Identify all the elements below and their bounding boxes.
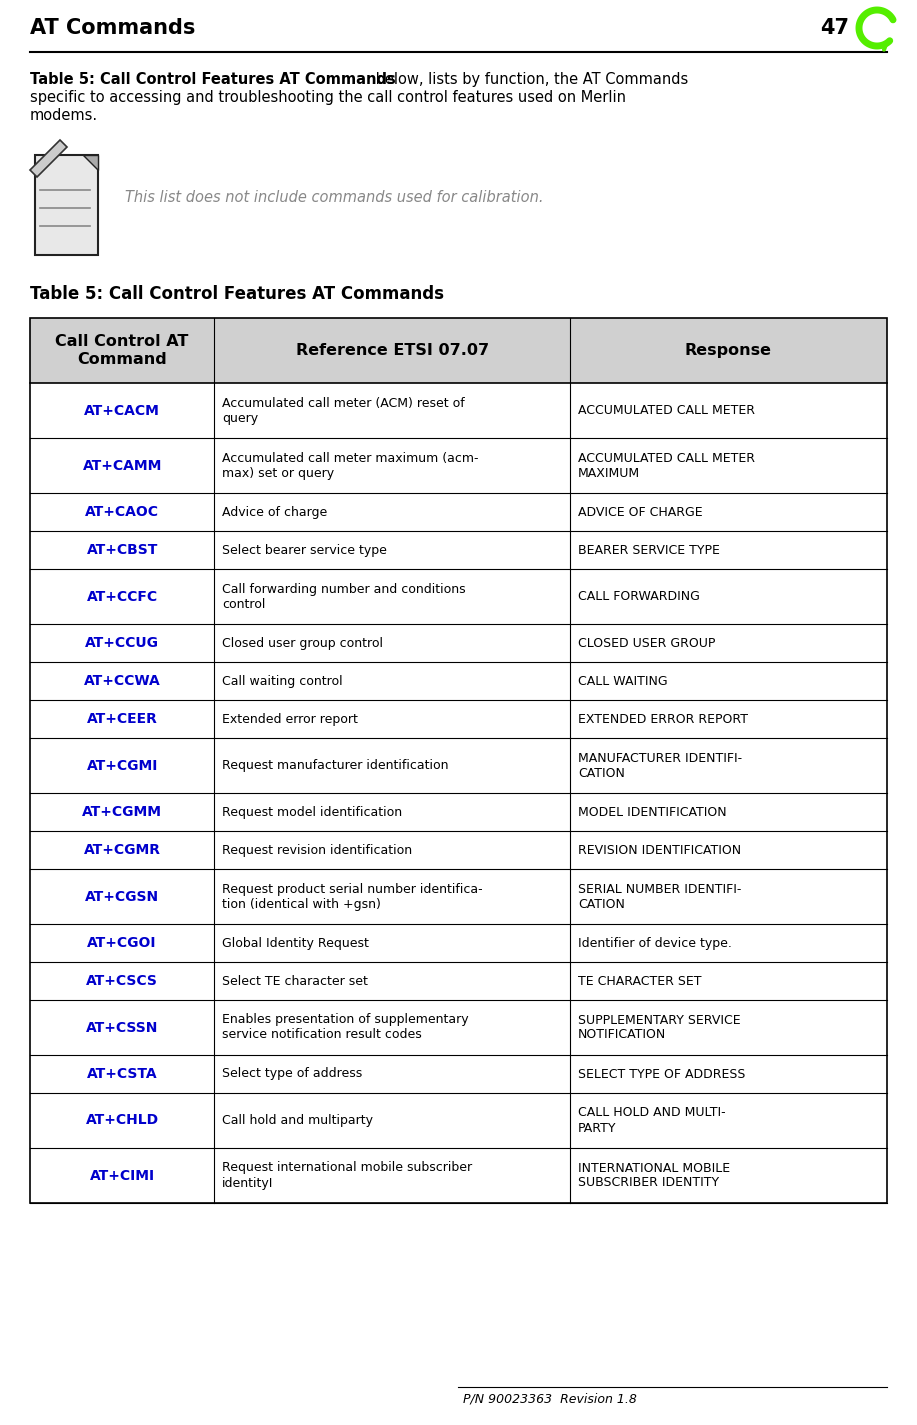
Text: AT+CHLD: AT+CHLD [85, 1113, 159, 1127]
Bar [30, 569, 887, 624]
Bar [30, 383, 887, 437]
Text: Select TE character set: Select TE character set [222, 975, 368, 988]
Text: Closed user group control: Closed user group control [222, 637, 383, 650]
Text: MODEL IDENTIFICATION: MODEL IDENTIFICATION [578, 805, 726, 818]
Polygon shape [83, 155, 98, 170]
Bar [30, 437, 887, 493]
Text: modems.: modems. [30, 108, 98, 123]
Text: Request product serial number identifica-
tion (identical with +gsn): Request product serial number identifica… [222, 882, 483, 911]
Text: Advice of charge: Advice of charge [222, 506, 327, 519]
Text: AT+CCUG: AT+CCUG [85, 636, 160, 650]
Text: Response: Response [685, 343, 772, 358]
Bar [30, 624, 887, 663]
Text: AT+CEER: AT+CEER [87, 712, 158, 725]
Text: Call forwarding number and conditions
control: Call forwarding number and conditions co… [222, 583, 466, 610]
Text: Global Identity Request: Global Identity Request [222, 936, 370, 949]
Text: Call Control AT
Command: Call Control AT Command [55, 335, 189, 366]
Text: CALL WAITING: CALL WAITING [578, 674, 668, 687]
Text: Request international mobile subscriber
identityI: Request international mobile subscriber … [222, 1161, 472, 1190]
Bar [30, 923, 887, 962]
Text: AT+CACM: AT+CACM [84, 403, 160, 418]
Text: CALL HOLD AND MULTI-
PARTY: CALL HOLD AND MULTI- PARTY [578, 1106, 725, 1134]
Text: REVISION IDENTIFICATION: REVISION IDENTIFICATION [578, 844, 741, 856]
Text: AT+CBST: AT+CBST [86, 543, 158, 557]
Text: Enables presentation of supplementary
service notification result codes: Enables presentation of supplementary se… [222, 1013, 469, 1042]
Bar [30, 318, 887, 1203]
Text: 47: 47 [820, 19, 849, 38]
Bar [30, 869, 887, 923]
Text: Request model identification: Request model identification [222, 805, 403, 818]
Text: This list does not include commands used for calibration.: This list does not include commands used… [125, 190, 544, 205]
Text: Accumulated call meter maximum (acm-
max) set or query: Accumulated call meter maximum (acm- max… [222, 452, 479, 479]
Bar [30, 532, 887, 569]
Text: SUPPLEMENTARY SERVICE
NOTIFICATION: SUPPLEMENTARY SERVICE NOTIFICATION [578, 1013, 741, 1042]
Text: below, lists by function, the AT Commands: below, lists by function, the AT Command… [371, 73, 689, 87]
Text: AT+CSTA: AT+CSTA [87, 1067, 158, 1082]
Text: Call waiting control: Call waiting control [222, 674, 343, 687]
Text: Request revision identification: Request revision identification [222, 844, 413, 856]
Text: AT+CAMM: AT+CAMM [83, 459, 161, 473]
Text: SELECT TYPE OF ADDRESS: SELECT TYPE OF ADDRESS [578, 1067, 746, 1080]
Text: AT+CAOC: AT+CAOC [85, 504, 160, 519]
Bar [30, 1093, 887, 1149]
Text: AT+CGMM: AT+CGMM [83, 805, 162, 819]
Text: Reference ETSI 07.07: Reference ETSI 07.07 [295, 343, 489, 358]
Text: AT+CGMI: AT+CGMI [86, 758, 158, 772]
Text: Request manufacturer identification: Request manufacturer identification [222, 760, 448, 772]
Bar [30, 1149, 887, 1203]
Text: AT Commands: AT Commands [30, 19, 195, 38]
Bar [30, 831, 887, 869]
Text: TE CHARACTER SET: TE CHARACTER SET [578, 975, 702, 988]
Text: AT+CIMI: AT+CIMI [90, 1168, 155, 1183]
Text: AT+CGSN: AT+CGSN [85, 889, 160, 903]
Text: P/N 90023363  Revision 1.8: P/N 90023363 Revision 1.8 [463, 1394, 637, 1406]
Text: Accumulated call meter (ACM) reset of
query: Accumulated call meter (ACM) reset of qu… [222, 396, 465, 425]
Text: AT+CCFC: AT+CCFC [86, 590, 158, 604]
Text: ACCUMULATED CALL METER: ACCUMULATED CALL METER [578, 405, 755, 418]
Polygon shape [30, 140, 67, 177]
Text: AT+CSSN: AT+CSSN [86, 1020, 159, 1035]
Text: Table 5: Call Control Features AT Commands: Table 5: Call Control Features AT Comman… [30, 285, 444, 304]
Bar [30, 792, 887, 831]
Text: ADVICE OF CHARGE: ADVICE OF CHARGE [578, 506, 702, 519]
Text: AT+CGOI: AT+CGOI [87, 936, 157, 950]
Text: AT+CSCS: AT+CSCS [86, 975, 158, 988]
Bar [30, 318, 887, 383]
Text: MANUFACTURER IDENTIFI-
CATION: MANUFACTURER IDENTIFI- CATION [578, 751, 742, 779]
FancyBboxPatch shape [35, 155, 98, 255]
Text: Select bearer service type: Select bearer service type [222, 543, 387, 557]
Text: ACCUMULATED CALL METER
MAXIMUM: ACCUMULATED CALL METER MAXIMUM [578, 452, 755, 479]
Text: Identifier of device type.: Identifier of device type. [578, 936, 732, 949]
Text: CLOSED USER GROUP: CLOSED USER GROUP [578, 637, 715, 650]
Text: EXTENDED ERROR REPORT: EXTENDED ERROR REPORT [578, 712, 748, 725]
Text: Select type of address: Select type of address [222, 1067, 362, 1080]
Text: BEARER SERVICE TYPE: BEARER SERVICE TYPE [578, 543, 720, 557]
Text: Table 5: Call Control Features AT Commands: Table 5: Call Control Features AT Comman… [30, 73, 396, 87]
Bar [30, 738, 887, 792]
Bar [30, 962, 887, 1000]
Text: AT+CGMR: AT+CGMR [83, 844, 160, 856]
Text: INTERNATIONAL MOBILE
SUBSCRIBER IDENTITY: INTERNATIONAL MOBILE SUBSCRIBER IDENTITY [578, 1161, 730, 1190]
Bar [30, 1054, 887, 1093]
Bar [30, 700, 887, 738]
Bar [30, 1000, 887, 1054]
Text: CALL FORWARDING: CALL FORWARDING [578, 590, 700, 603]
Text: AT+CCWA: AT+CCWA [83, 674, 160, 688]
Text: Extended error report: Extended error report [222, 712, 359, 725]
Bar [30, 493, 887, 532]
Text: specific to accessing and troubleshooting the call control features used on Merl: specific to accessing and troubleshootin… [30, 90, 626, 105]
Bar [30, 663, 887, 700]
Text: SERIAL NUMBER IDENTIFI-
CATION: SERIAL NUMBER IDENTIFI- CATION [578, 882, 741, 911]
Text: Call hold and multiparty: Call hold and multiparty [222, 1114, 373, 1127]
